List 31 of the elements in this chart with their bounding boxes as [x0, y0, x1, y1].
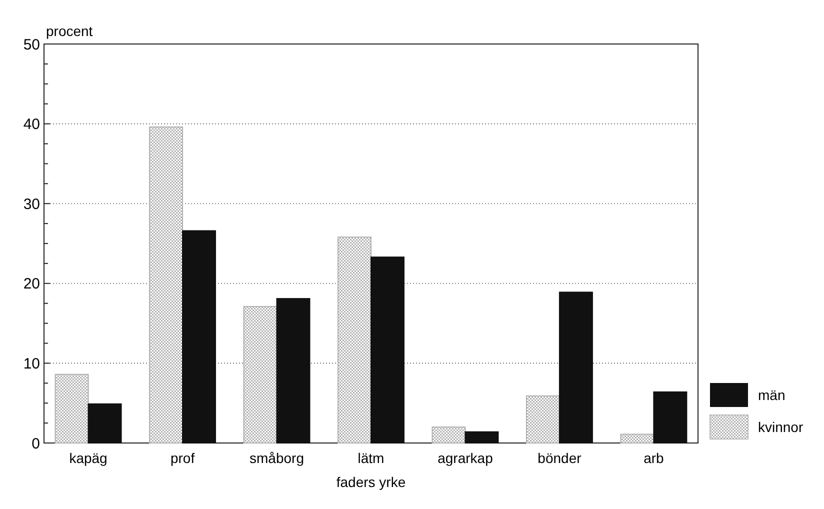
bar [149, 126, 184, 444]
bar [182, 230, 216, 444]
y-tick-label: 50 [23, 36, 40, 54]
bar [88, 403, 122, 444]
x-tick-label: bönder [538, 450, 582, 466]
bar [653, 391, 688, 444]
x-tick-label: lätm [358, 450, 384, 466]
y-tick-label: 0 [32, 435, 40, 452]
bar [276, 298, 310, 444]
y-tick-label: 40 [23, 116, 40, 134]
bar [370, 256, 404, 444]
x-tick-label: småborg [250, 450, 304, 466]
bar [620, 434, 654, 444]
y-tick-label: 10 [23, 355, 40, 372]
x-tick-label: prof [170, 450, 195, 466]
bar [526, 395, 560, 444]
bar [432, 426, 466, 444]
legend-label: män [758, 387, 786, 403]
bar [54, 374, 89, 444]
bar [558, 292, 593, 444]
legend-label: kvinnor [758, 419, 804, 435]
bar [243, 306, 278, 444]
x-tick-label: kapäg [69, 450, 108, 466]
x-axis-title: faders yrke [336, 474, 406, 490]
x-tick-label: arb [644, 450, 664, 466]
bar [464, 431, 499, 444]
y-tick-label: 20 [23, 276, 40, 293]
y-axis-title: procent [46, 23, 93, 39]
bar [338, 236, 372, 444]
y-tick-label: 30 [23, 196, 40, 213]
x-tick-label: agrarkap [438, 450, 494, 466]
